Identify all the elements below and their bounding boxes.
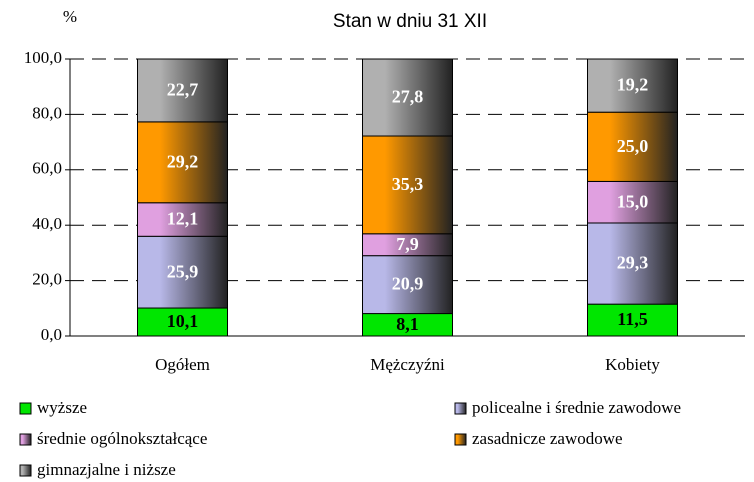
bar-segment bbox=[137, 235, 228, 309]
legend-swatch bbox=[19, 433, 32, 446]
data-label: 15,0 bbox=[617, 191, 649, 211]
bar-segment bbox=[587, 58, 678, 113]
data-label: 25,0 bbox=[617, 136, 649, 156]
data-label: 12,1 bbox=[167, 209, 199, 229]
legend-swatch bbox=[19, 402, 32, 415]
data-label: 10,1 bbox=[167, 311, 199, 331]
data-label: 29,2 bbox=[167, 151, 199, 171]
data-label: 11,5 bbox=[617, 309, 648, 329]
bar-segment bbox=[362, 135, 453, 235]
x-tick-label: Ogółem bbox=[155, 355, 210, 374]
bar-segment bbox=[362, 58, 453, 137]
bar-segment bbox=[137, 307, 228, 337]
bar-segment bbox=[137, 58, 228, 123]
data-label: 29,3 bbox=[617, 253, 649, 273]
x-tick-label: Mężczyźni bbox=[370, 355, 445, 374]
chart-subtitle: Stan w dniu 31 XII bbox=[333, 11, 487, 32]
legend-label: średnie ogólnokształcące bbox=[37, 429, 207, 448]
bar-segment bbox=[587, 180, 678, 224]
data-label: 22,7 bbox=[167, 80, 199, 100]
data-label: 7,9 bbox=[396, 234, 419, 254]
bar-segment bbox=[137, 121, 228, 204]
legend-swatch bbox=[454, 402, 467, 415]
y-tick-label: 40,0 bbox=[32, 214, 62, 233]
y-tick-label: 60,0 bbox=[32, 159, 62, 178]
legend-swatch bbox=[19, 464, 32, 477]
legend-label: zasadnicze zawodowe bbox=[472, 429, 623, 448]
y-tick-label: 20,0 bbox=[32, 270, 62, 289]
legend-label: policealne i średnie zawodowe bbox=[472, 398, 681, 417]
bar-segment bbox=[587, 222, 678, 305]
data-label: 8,1 bbox=[396, 314, 419, 334]
legend-swatch bbox=[454, 433, 467, 446]
data-label: 35,3 bbox=[392, 174, 424, 194]
x-tick-label: Kobiety bbox=[605, 355, 660, 374]
bar-segment bbox=[587, 111, 678, 182]
legend-label: wyższe bbox=[37, 398, 87, 417]
data-label: 25,9 bbox=[167, 261, 199, 281]
y-tick-label: 0,0 bbox=[41, 325, 62, 344]
bar-segment bbox=[137, 202, 228, 237]
bar-segment bbox=[362, 255, 453, 315]
y-tick-label: 100,0 bbox=[24, 48, 62, 67]
y-axis-label: % bbox=[63, 7, 77, 26]
data-label: 27,8 bbox=[392, 87, 424, 107]
data-label: 20,9 bbox=[392, 274, 424, 294]
data-label: 19,2 bbox=[617, 75, 649, 95]
y-tick-label: 80,0 bbox=[32, 103, 62, 122]
legend-label: gimnazjalne i niższe bbox=[37, 460, 176, 479]
